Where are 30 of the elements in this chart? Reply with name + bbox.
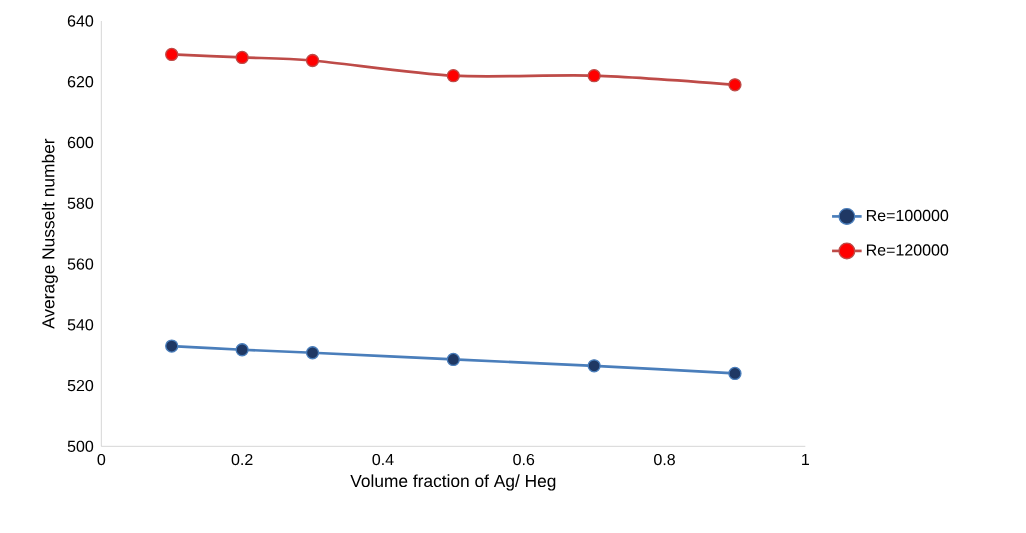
point	[446, 352, 461, 367]
point	[728, 78, 742, 92]
point	[728, 366, 742, 381]
y-tick-label: 560	[67, 258, 94, 270]
x-tick-label: 0.8	[654, 453, 675, 466]
y-tick-label: 500	[67, 440, 94, 452]
y-tick-label: 520	[67, 379, 94, 392]
point	[305, 346, 320, 360]
point	[305, 53, 320, 68]
point	[587, 69, 601, 83]
x-tick-label: 0	[97, 453, 106, 466]
y-tick-label: 620	[67, 76, 94, 88]
x-axis-title: Volume fraction of Ag/ Heg	[350, 474, 556, 491]
x-tick-label: 0.2	[231, 453, 253, 466]
y-tick-label: 580	[67, 197, 94, 209]
point	[235, 50, 249, 65]
x-tick-label: 0.6	[513, 453, 535, 466]
y-tick-label: 540	[67, 319, 94, 331]
point	[165, 339, 179, 353]
y-tick-label: 600	[67, 136, 94, 149]
x-tick-label: 1	[802, 453, 809, 465]
y-tick-label: 640	[67, 15, 94, 27]
point	[587, 359, 601, 373]
x-tick-label: 0.4	[372, 453, 394, 466]
point	[235, 343, 249, 357]
legend-label: Re=100000	[866, 209, 949, 222]
y-axis-title: Average Nusselt number	[41, 138, 58, 329]
legend-label: Re=120000	[866, 244, 949, 256]
point	[165, 47, 179, 62]
point	[446, 69, 461, 83]
